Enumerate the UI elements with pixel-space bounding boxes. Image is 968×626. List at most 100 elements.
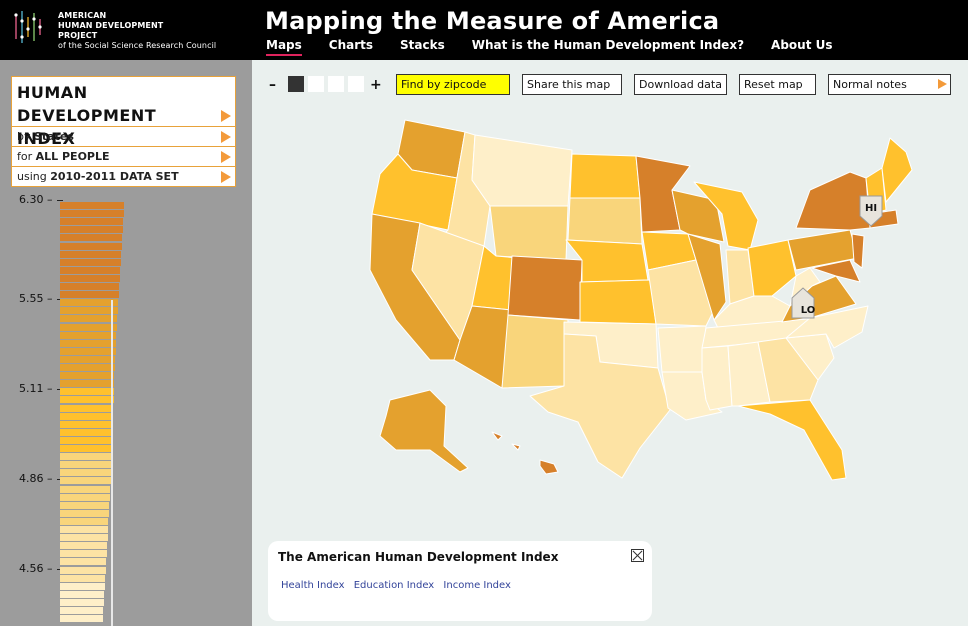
state-illinois <box>687 233 727 321</box>
legend-bar <box>60 517 108 525</box>
legend-bar <box>60 615 103 623</box>
scale-tick: 4.86 – <box>19 472 62 485</box>
income-index-link[interactable]: Income Index <box>443 580 511 591</box>
state-missouri <box>647 259 715 327</box>
logo-icon[interactable] <box>14 9 46 45</box>
state-maine <box>881 137 913 203</box>
legend-bar <box>60 590 105 598</box>
find-by-zipcode-button[interactable]: Find by zipcode <box>396 74 510 95</box>
legend-bar <box>60 283 119 290</box>
legend-bar <box>60 428 112 436</box>
legend-bar <box>60 202 124 209</box>
using-arrow-icon[interactable] <box>221 171 231 183</box>
state-arizona <box>453 305 513 389</box>
lo-label: LO <box>801 305 816 316</box>
for-arrow-icon[interactable] <box>221 151 231 163</box>
zoom-level-4[interactable] <box>348 76 364 92</box>
legend-bar <box>60 364 115 371</box>
legend-bar <box>60 469 111 477</box>
legend-bar <box>60 598 104 606</box>
legend-bar <box>60 412 113 420</box>
nav-what-is-hdi[interactable]: What is the Human Development Index? <box>471 38 745 52</box>
state-new-york <box>795 171 871 231</box>
state-georgia <box>757 337 819 403</box>
nav-charts[interactable]: Charts <box>328 38 374 52</box>
nav-stacks[interactable]: Stacks <box>400 38 445 52</box>
state-texas <box>529 333 671 479</box>
legend-bar <box>60 274 120 282</box>
legend-bar <box>60 388 114 396</box>
state-alaska <box>379 389 469 473</box>
legend-panel: HUMAN DEVELOPMENT INDEX by States for AL… <box>0 60 252 626</box>
hi-label: HI <box>865 203 877 214</box>
legend-bar <box>60 355 116 363</box>
legend-bar <box>60 242 122 250</box>
main-nav: Maps Charts Stacks What is the Human Dev… <box>266 38 860 56</box>
close-icon[interactable] <box>631 549 644 562</box>
legend-bar <box>60 461 112 469</box>
state-north-dakota <box>569 153 641 199</box>
lo-marker: LO <box>791 287 816 319</box>
legend-bar <box>60 501 109 509</box>
state-arkansas <box>657 325 707 373</box>
state-north-carolina <box>785 305 869 349</box>
legend-bar <box>60 542 107 550</box>
site-title: Mapping the Measure of America <box>265 7 720 35</box>
zoom-level-2[interactable] <box>308 76 324 92</box>
legend-bar <box>60 226 123 234</box>
legend-bar <box>60 266 120 274</box>
legend-bar <box>60 258 121 266</box>
share-map-button[interactable]: Share this map <box>522 74 622 95</box>
index-title: HUMAN DEVELOPMENT INDEX <box>17 83 157 148</box>
scale-tick: 5.55 – <box>19 292 62 305</box>
notes-arrow-icon <box>938 79 947 89</box>
state-new-jersey <box>851 233 865 269</box>
logo-text[interactable]: AMERICAN HUMAN DEVELOPMENT PROJECT of th… <box>58 11 217 50</box>
state-alabama <box>727 341 771 407</box>
legend-bar <box>60 445 112 452</box>
legend-bar <box>60 323 117 331</box>
legend-bar <box>60 347 116 355</box>
state-wyoming <box>489 205 569 261</box>
download-data-button[interactable]: Download data <box>634 74 727 95</box>
using-selector[interactable]: using 2010-2011 DATA SET <box>12 166 235 186</box>
legend-bar <box>60 436 112 444</box>
legend-bar <box>60 420 113 428</box>
legend-bar <box>60 331 117 339</box>
legend-marker-line <box>111 300 113 626</box>
zoom-in-button[interactable]: + <box>370 77 382 93</box>
notes-dropdown[interactable]: Normal notes <box>828 74 951 95</box>
by-arrow-icon[interactable] <box>221 131 231 143</box>
legend-bar <box>60 550 107 558</box>
us-states-map[interactable]: HI LO <box>350 110 930 510</box>
legend-bar <box>60 250 121 258</box>
zoom-level-1[interactable] <box>288 76 304 92</box>
state-florida <box>737 399 847 481</box>
health-index-link[interactable]: Health Index <box>281 580 345 591</box>
legend-bar <box>60 574 105 582</box>
legend-bar <box>60 493 110 501</box>
index-arrow-icon[interactable] <box>221 110 231 122</box>
zoom-out-button[interactable]: – <box>269 77 276 93</box>
legend-bar <box>60 607 104 614</box>
legend-bar <box>60 372 115 380</box>
legend-bar <box>60 315 118 323</box>
legend-bar <box>60 299 118 307</box>
nav-about-us[interactable]: About Us <box>771 38 833 52</box>
education-index-link[interactable]: Education Index <box>353 580 435 591</box>
by-selector[interactable]: by States <box>12 126 235 146</box>
scale-tick: 6.30 – <box>19 193 62 206</box>
legend-bar <box>60 566 106 574</box>
for-selector[interactable]: for ALL PEOPLE <box>12 146 235 166</box>
state-maryland <box>811 259 861 283</box>
legend-bar <box>60 485 110 493</box>
info-panel: The American Human Development Index Hea… <box>268 541 652 621</box>
legend-bar <box>60 291 119 299</box>
legend-bar <box>60 453 112 461</box>
legend-bars <box>60 202 124 626</box>
zoom-level-3[interactable] <box>328 76 344 92</box>
legend-bar <box>60 339 116 347</box>
reset-map-button[interactable]: Reset map <box>739 74 816 95</box>
index-selector: HUMAN DEVELOPMENT INDEX by States for AL… <box>11 76 236 187</box>
nav-maps[interactable]: Maps <box>266 38 302 56</box>
